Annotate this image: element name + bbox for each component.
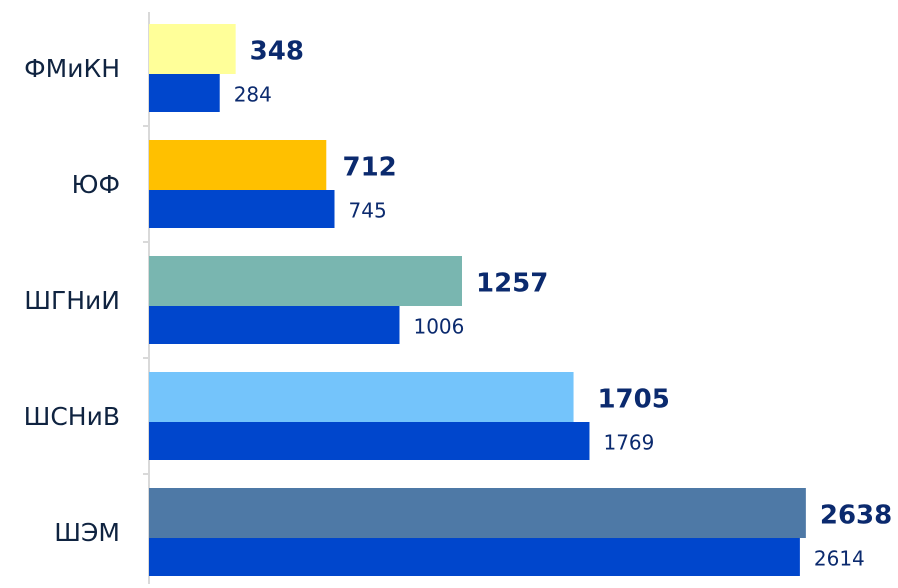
value-label: 2614 <box>814 547 865 571</box>
bar <box>149 74 220 112</box>
bar <box>149 538 800 576</box>
bar <box>149 306 400 344</box>
bar <box>149 488 806 538</box>
value-label: 1769 <box>603 431 654 455</box>
bar <box>149 190 335 228</box>
bar <box>149 256 462 306</box>
value-label: 745 <box>349 199 387 223</box>
category-label: ШГНиИ <box>24 286 120 315</box>
bar <box>149 140 327 190</box>
category-label: ШСНиВ <box>24 402 120 431</box>
value-label: 712 <box>343 153 397 183</box>
value-label: 284 <box>234 83 272 107</box>
category-label: ЮФ <box>71 170 120 199</box>
bar <box>149 24 236 74</box>
value-label: 1257 <box>476 269 548 299</box>
bar <box>149 372 574 422</box>
category-label: ФМиКН <box>24 54 120 83</box>
value-label: 2638 <box>820 501 892 531</box>
value-label: 1006 <box>413 315 464 339</box>
value-label: 348 <box>250 37 304 67</box>
bar <box>149 422 590 460</box>
category-label: ШЭМ <box>54 518 120 547</box>
value-label: 1705 <box>597 385 669 415</box>
